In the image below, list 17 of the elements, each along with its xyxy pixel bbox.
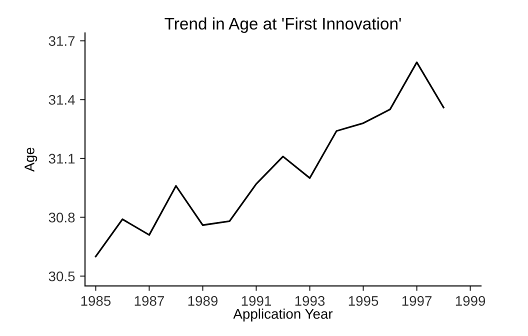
x-tick-label: 1987 [134, 296, 164, 306]
y-axis-title: Age [24, 148, 38, 172]
y-tick-label: 31.7 [48, 36, 75, 46]
line-series [94, 62, 444, 258]
y-tick-label: 31.4 [48, 94, 75, 105]
x-axis-title: Application Year [233, 308, 333, 322]
y-tick-label: 30.8 [48, 212, 75, 222]
x-tick-label: 1995 [348, 296, 378, 306]
x-tick-label: 1993 [295, 296, 325, 306]
x-tick-label: 1997 [402, 296, 432, 306]
x-tick-label: 1991 [242, 296, 272, 306]
x-tick-label: 1985 [81, 296, 111, 306]
x-tick-label: 1989 [188, 296, 218, 306]
x-tick-label: 1999 [456, 296, 486, 306]
chart-title: Trend in Age at 'First Innovation' [164, 17, 401, 33]
y-tick-label: 31.1 [48, 154, 75, 164]
y-tick-label: 30.5 [48, 271, 75, 282]
